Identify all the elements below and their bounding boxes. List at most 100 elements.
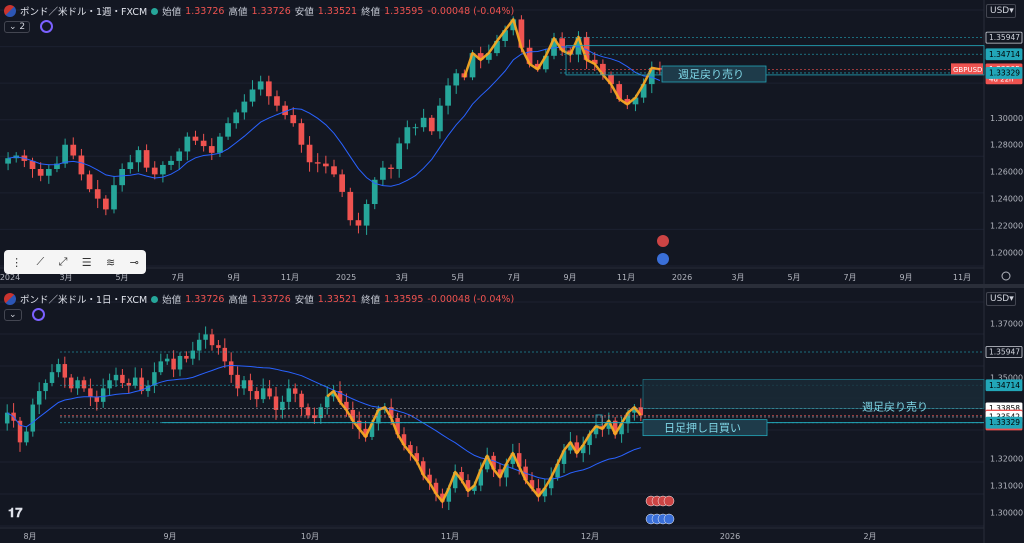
- candle-body: [420, 461, 426, 475]
- currency-selector[interactable]: USD ▾: [986, 4, 1016, 18]
- candle-body: [217, 136, 223, 153]
- candle-body: [298, 123, 305, 145]
- gbp-usd-flag-icon: [4, 293, 16, 305]
- candle-body: [600, 63, 606, 75]
- candle-body: [257, 81, 264, 90]
- candle-body: [235, 374, 240, 389]
- candle-body: [75, 380, 80, 389]
- annotation-text: 週足戻り売り: [678, 68, 744, 81]
- candle-body: [132, 377, 138, 386]
- open-label: 始値: [162, 7, 182, 18]
- daily-chart-canvas[interactable]: 1.37000 1.35000 1.32000 1.31000 1.30000 8月 9月 1…: [0, 288, 1024, 543]
- x-tick-label: 8月: [23, 532, 36, 541]
- annotation-text: 日足押し目買い: [664, 421, 741, 435]
- trend-line-icon[interactable]: ⟋: [36, 255, 45, 268]
- candle-body: [282, 105, 288, 116]
- y-tick-label: 1.37000: [990, 320, 1023, 329]
- candle-body: [412, 127, 419, 129]
- x-tick-label: 5月: [787, 273, 800, 282]
- candle-body: [233, 112, 240, 124]
- candle-body: [534, 63, 541, 70]
- countdown-text: 4d 22h: [989, 75, 1013, 83]
- weekly-chart-canvas[interactable]: 1.20000 1.22000 1.24000 1.26000 1.28000 1.300…: [0, 0, 1024, 284]
- candle-body: [491, 455, 496, 470]
- candle-body: [593, 426, 599, 435]
- candle-body: [561, 450, 567, 464]
- high-label: 高値: [228, 7, 248, 18]
- indicator-icon[interactable]: [40, 20, 54, 33]
- y-tick-label: 1.30000: [990, 509, 1023, 518]
- candle-body: [376, 409, 381, 424]
- candle-body: [260, 388, 266, 400]
- candle-body: [363, 428, 368, 437]
- candle-body: [414, 453, 420, 462]
- candle-body: [168, 160, 174, 165]
- x-tick-label: 7月: [171, 273, 184, 282]
- candle-body: [478, 469, 484, 486]
- close-label: 終値: [361, 295, 381, 306]
- candle-body: [249, 89, 256, 102]
- candle-body: [388, 407, 394, 419]
- candle-body: [485, 53, 492, 60]
- x-tick-label: 5月: [451, 273, 464, 282]
- candle-body: [551, 38, 557, 56]
- candle-body: [200, 140, 207, 147]
- weekly-chart-pane[interactable]: 1.20000 1.22000 1.24000 1.26000 1.28000 1.300…: [0, 0, 1024, 284]
- candle-body: [497, 469, 503, 478]
- candle-body: [45, 168, 52, 176]
- y-tick-label: 1.32000: [990, 455, 1023, 464]
- candle-body: [344, 401, 349, 410]
- price-label-text: 1.34714: [989, 381, 1020, 390]
- daily-symbol: ポンド／米ドル・1日・FXCM: [20, 295, 148, 306]
- change-value: -0.00048 (-0.04%): [427, 293, 515, 305]
- x-tick-label: 11月: [953, 273, 971, 282]
- drag-handle-icon[interactable]: ⋮: [11, 255, 23, 269]
- candle-body: [632, 407, 637, 413]
- high-value: 1.33726: [251, 293, 291, 305]
- event-us-icon: [657, 253, 669, 265]
- weekly-legend: ポンド／米ドル・1週・FXCM 始値 1.33726 高値 1.33726 安値 1.…: [4, 4, 514, 18]
- candle-body: [347, 191, 354, 221]
- candle-body: [286, 388, 292, 402]
- candle-body: [209, 334, 215, 346]
- candle-body: [135, 150, 142, 163]
- horizontal-line-icon[interactable]: ⊸: [129, 255, 139, 269]
- daily-chart-pane[interactable]: 1.37000 1.35000 1.32000 1.31000 1.30000 8月 9月 1…: [0, 288, 1024, 543]
- candle-body: [68, 377, 74, 389]
- candle-body: [536, 488, 541, 497]
- candle-body: [78, 155, 85, 175]
- candle-body: [437, 105, 443, 132]
- y-tick-label: 1.20000: [990, 249, 1023, 258]
- weekly-sub-legend: ⌄ 2: [4, 20, 54, 33]
- candle-body: [17, 420, 23, 443]
- candle-body: [54, 163, 60, 169]
- indicator-icon[interactable]: [31, 308, 45, 321]
- candle-body: [452, 472, 458, 489]
- candle-body: [176, 151, 183, 161]
- candle-body: [267, 388, 272, 397]
- low-label: 安値: [294, 7, 314, 18]
- candle-body: [529, 480, 535, 489]
- fib-icon[interactable]: ≋: [106, 255, 116, 269]
- candle-body: [81, 380, 87, 389]
- candle-body: [625, 412, 631, 424]
- candle-body: [339, 174, 345, 192]
- y-tick-label: 1.30000: [990, 114, 1023, 123]
- candle-body: [225, 123, 231, 137]
- candle-body: [324, 396, 330, 408]
- candle-body: [648, 67, 655, 85]
- ray-icon[interactable]: ⤢: [58, 255, 68, 268]
- candle-body: [606, 420, 612, 429]
- collapse-chip[interactable]: ⌄ 2: [4, 20, 31, 33]
- price-label-box: [985, 416, 1023, 429]
- x-tick-label: 9月: [227, 273, 240, 282]
- x-tick-label: 11月: [441, 532, 459, 541]
- candle-body: [396, 143, 403, 169]
- candle-body: [143, 150, 150, 168]
- collapse-chip[interactable]: ⌄: [4, 308, 22, 321]
- pane-separator[interactable]: [0, 284, 1024, 288]
- parallel-channel-icon[interactable]: ☰: [81, 255, 92, 269]
- candle-body: [453, 73, 460, 86]
- currency-selector[interactable]: USD ▾: [986, 292, 1016, 306]
- candle-body: [70, 144, 77, 156]
